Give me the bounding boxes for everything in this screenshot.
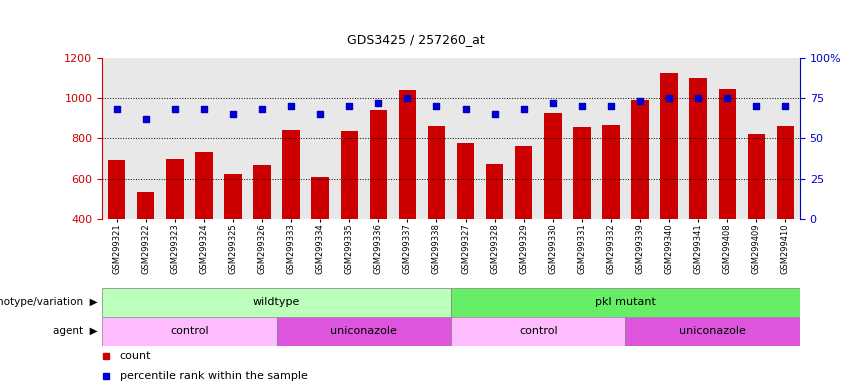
Point [430, 103, 443, 109]
Point [721, 95, 734, 101]
Point [197, 106, 211, 112]
Bar [544, 113, 562, 219]
Bar [224, 174, 242, 219]
Bar [108, 161, 125, 219]
Point [488, 111, 501, 117]
Point [691, 95, 705, 101]
Point [604, 103, 618, 109]
Bar [398, 90, 416, 219]
Point [401, 95, 414, 101]
Text: wildtype: wildtype [253, 297, 300, 308]
Point [342, 103, 356, 109]
Bar [515, 146, 533, 219]
Bar [311, 177, 328, 219]
Bar [573, 127, 591, 219]
Text: uniconazole: uniconazole [330, 326, 397, 336]
Bar [660, 73, 677, 219]
Text: control: control [170, 326, 208, 336]
Bar [102, 317, 277, 346]
Text: uniconazole: uniconazole [679, 326, 746, 336]
Text: agent  ▶: agent ▶ [54, 326, 98, 336]
Bar [747, 134, 765, 219]
Bar [777, 126, 794, 219]
Bar [486, 164, 503, 219]
Point [372, 100, 386, 106]
Bar [603, 125, 620, 219]
Text: control: control [519, 326, 557, 336]
Point [662, 95, 676, 101]
Text: percentile rank within the sample: percentile rank within the sample [119, 371, 307, 381]
Bar [166, 159, 184, 219]
Point [750, 103, 763, 109]
Text: genotype/variation  ▶: genotype/variation ▶ [0, 297, 98, 308]
Point [226, 111, 240, 117]
Text: pkl mutant: pkl mutant [595, 297, 656, 308]
Point [139, 116, 152, 122]
Bar [340, 131, 358, 219]
Point [546, 100, 560, 106]
Bar [283, 130, 300, 219]
Bar [369, 110, 387, 219]
Point [284, 103, 298, 109]
Bar [451, 288, 800, 317]
Bar [277, 317, 451, 346]
Point [255, 106, 269, 112]
Bar [428, 126, 445, 219]
Point [517, 106, 530, 112]
Bar [102, 288, 451, 317]
Bar [195, 152, 213, 219]
Point [575, 103, 589, 109]
Point [110, 106, 123, 112]
Bar [451, 317, 625, 346]
Bar [254, 166, 271, 219]
Bar [631, 100, 648, 219]
Bar [625, 317, 800, 346]
Text: GDS3425 / 257260_at: GDS3425 / 257260_at [347, 33, 485, 46]
Point [168, 106, 181, 112]
Text: count: count [119, 351, 151, 361]
Point [313, 111, 327, 117]
Bar [137, 192, 154, 219]
Point [459, 106, 472, 112]
Bar [457, 143, 474, 219]
Bar [689, 78, 707, 219]
Point [633, 98, 647, 104]
Bar [718, 89, 736, 219]
Point [779, 103, 792, 109]
